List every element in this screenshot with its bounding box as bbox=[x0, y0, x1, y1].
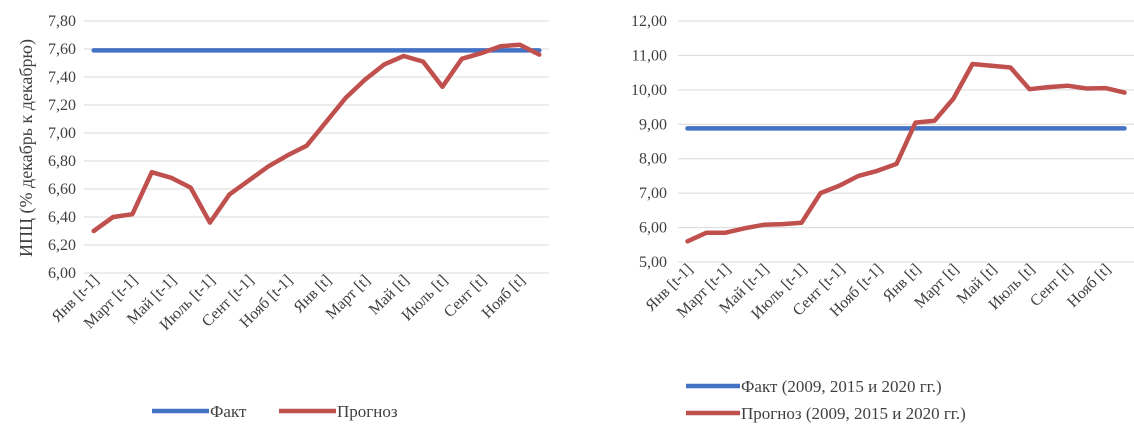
legend-label: Факт (2009, 2015 и 2020 гг.) bbox=[741, 377, 942, 396]
y-tick-label: 6,80 bbox=[48, 153, 76, 170]
y-tick-label: 6,20 bbox=[48, 237, 76, 254]
legend-label: Прогноз (2009, 2015 и 2020 гг.) bbox=[741, 404, 966, 423]
y-tick-label: 7,40 bbox=[48, 69, 76, 86]
y-axis-label: ИПЦ (% декабрь к декабрю) bbox=[16, 39, 37, 257]
y-tick-label: 7,80 bbox=[48, 13, 76, 30]
y-tick-label: 9,00 bbox=[639, 116, 667, 133]
y-tick-label: 7,60 bbox=[48, 41, 76, 58]
y-tick-label: 7,00 bbox=[48, 125, 76, 142]
y-tick-label: 5,00 bbox=[639, 254, 667, 271]
x-tick-label: Нояб [t] bbox=[479, 272, 529, 322]
y-tick-label: 8,00 bbox=[639, 151, 667, 168]
y-tick-label: 6,40 bbox=[48, 209, 76, 226]
y-tick-label: 6,00 bbox=[48, 265, 76, 282]
y-tick-label: 12,00 bbox=[631, 13, 667, 30]
y-tick-label: 10,00 bbox=[631, 82, 667, 99]
series-line-forecast bbox=[91, 42, 542, 234]
legend-label: Прогноз bbox=[337, 402, 398, 421]
y-tick-label: 7,00 bbox=[639, 185, 667, 202]
legend-label: Факт bbox=[210, 402, 247, 421]
y-tick-label: 7,20 bbox=[48, 97, 76, 114]
y-tick-label: 11,00 bbox=[632, 47, 667, 64]
y-tick-label: 6,60 bbox=[48, 181, 76, 198]
series-line-forecast bbox=[685, 61, 1127, 244]
y-tick-label: 6,00 bbox=[639, 220, 667, 237]
